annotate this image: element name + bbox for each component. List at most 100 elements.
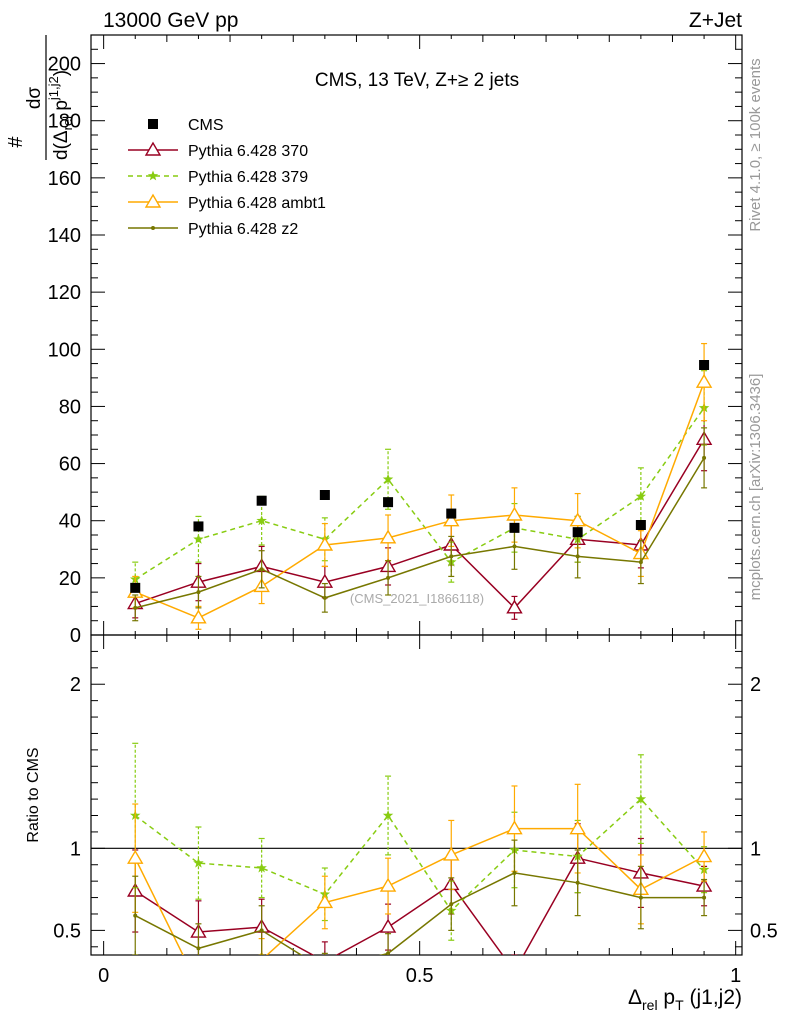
ratio-pythia-6-428-z2-line [134, 872, 705, 955]
y-tick-label: 120 [48, 282, 81, 304]
y-tick-label: 60 [59, 454, 81, 476]
ratio-pythia-6-428-z2-marker [512, 870, 517, 875]
x-tick-label: 1 [730, 965, 741, 987]
legend-pythia-6-428-379-label: Pythia 6.428 379 [188, 169, 308, 186]
series-pythia-6-428-z2-marker [449, 554, 454, 559]
series-pythia-6-428-370-marker [506, 599, 523, 614]
header-process-label: Z+Jet [689, 9, 742, 32]
series-pythia-6-428-ambt1-marker [316, 536, 334, 551]
legend-pythia-6-428-370-label: Pythia 6.428 370 [188, 143, 308, 160]
series-pythia-6-428-z2-marker [702, 455, 707, 460]
series-cms-marker [193, 521, 204, 532]
header-energy-label: 13000 GeV pp [103, 9, 238, 32]
ratio-pythia-6-428-379-marker [382, 810, 394, 820]
series-cms-marker [446, 508, 457, 519]
legend-cms-marker [148, 119, 158, 129]
series-pythia-6-428-ambt1-marker [443, 512, 460, 527]
ratio-pythia-6-428-z2-marker [323, 968, 327, 972]
ratio-pythia-6-428-z2-marker [702, 895, 707, 900]
series-cms-marker [509, 522, 520, 533]
ratio-y-tick-label-right: 1 [750, 838, 761, 860]
series-cms-marker [130, 582, 141, 593]
legend: CMS Pythia 6.428 370 Pythia 6.428 379 Pythi… [128, 117, 326, 238]
series-pythia-6-428-z2-marker [196, 590, 201, 595]
ratio-pythia-6-428-ambt1-marker [506, 820, 523, 835]
series-pythia-6-428-ambt1-marker [506, 506, 523, 521]
ratio-pythia-6-428-ambt1-marker [379, 877, 397, 892]
mcplots-label: mcplots.cern.ch [arXiv:1306.3436] [747, 374, 764, 601]
series-pythia-6-428-z2-marker [259, 567, 264, 572]
x-tick-label: 0.5 [406, 965, 434, 987]
ratio-plot-frame [90, 634, 743, 956]
rivet-version-label: Rivet 4.1.0, ≥ 100k events [747, 58, 764, 231]
series-pythia-6-428-z2-marker [322, 595, 327, 600]
series-cms-marker [699, 360, 710, 370]
y-tick-label: 40 [59, 511, 81, 533]
series-pythia-6-428-379-marker [193, 533, 204, 544]
series-pythia-6-428-ambt1-line [134, 381, 705, 619]
series-pythia-6-428-379-marker [635, 490, 647, 501]
ratio-pythia-6-428-ambt1-line [134, 827, 705, 955]
series-pythia-6-428-z2-marker [512, 544, 517, 549]
y-tick-label: 140 [48, 225, 81, 247]
series-pythia-6-428-379-marker [256, 515, 267, 526]
y-tick-label: 160 [48, 168, 81, 190]
series-pythia-6-428-z2-marker [638, 560, 643, 565]
main-series-group [127, 342, 713, 630]
ratio-pythia-6-428-z2-marker [133, 913, 138, 918]
series-pythia-6-428-ambt1-marker [190, 609, 207, 624]
series-cms-marker [572, 527, 583, 538]
y-label-denominator: d(Δrel pj1,j2) [46, 70, 75, 160]
y-label-hash: # [5, 136, 27, 148]
ratio-pythia-6-428-z2-marker [259, 928, 264, 933]
series-pythia-6-428-ambt1-marker [569, 512, 586, 527]
series-pythia-6-428-z2-marker [575, 554, 580, 559]
series-pythia-6-428-ambt1-marker [379, 529, 397, 544]
ratio-y-tick-label: 2 [70, 674, 81, 696]
series-pythia-6-428-370-line [134, 438, 705, 609]
ratio-pythia-6-428-379-marker [256, 862, 267, 873]
ratio-y-tick-label: 0.5 [53, 920, 81, 942]
ratio-pythia-6-428-z2-marker [386, 951, 391, 955]
ratio-pythia-6-428-ambt1-marker [316, 894, 334, 909]
ratio-pythia-6-428-370-marker [379, 918, 397, 933]
axis-ticks: 0 0.5 1 0 20 40 60 80 100 120 140 160 180 200 0.5 0.5 1 1… [48, 34, 778, 987]
analysis-watermark: (CMS_2021_I1866118) [350, 591, 484, 606]
ratio-series-group [127, 742, 713, 991]
y-axis-label: # dσ d(Δrel pj1,j2) [5, 35, 75, 160]
ratio-pythia-6-428-ambt1-marker [127, 849, 144, 864]
x-tick-label: 0 [98, 965, 109, 987]
series-cms-marker [635, 520, 646, 530]
y-tick-label: 200 [48, 54, 81, 76]
y-tick-label: 0 [70, 625, 81, 647]
ratio-pythia-6-428-370-line [134, 857, 705, 955]
series-cms-marker [319, 490, 330, 500]
ratio-y-tick-label: 1 [70, 838, 81, 860]
series-pythia-6-428-z2-marker [386, 575, 391, 580]
series-cms-marker [256, 495, 267, 506]
ratio-pythia-6-428-379-marker [193, 857, 204, 868]
y-tick-label: 180 [48, 111, 81, 133]
legend-pythia-6-428-ambt1-label: Pythia 6.428 ambt1 [188, 195, 326, 212]
ratio-pythia-6-428-ambt1-marker [695, 848, 713, 863]
y-tick-label: 80 [59, 396, 81, 418]
legend-pythia-6-428-z2-marker [151, 226, 155, 230]
ratio-pythia-6-428-370-marker [507, 964, 521, 976]
ratio-pythia-6-428-ambt1-marker [191, 979, 205, 991]
y-tick-label: 100 [48, 339, 81, 361]
series-pythia-6-428-ambt1-marker [695, 373, 713, 388]
series-cms-marker [383, 497, 394, 508]
series-pythia-6-428-z2-marker [133, 605, 138, 610]
legend-pythia-6-428-z2-label: Pythia 6.428 z2 [188, 221, 298, 238]
series-pythia-6-428-z2-line [135, 457, 705, 609]
legend-pythia-6-428-370-marker [144, 141, 162, 156]
ratio-pythia-6-428-379-line [134, 798, 705, 912]
ratio-pythia-6-428-370-marker [323, 953, 326, 955]
ratio-pythia-6-428-z2-marker [575, 880, 580, 885]
series-pythia-6-428-379-line [134, 407, 705, 580]
ratio-y-tick-label-right: 2 [750, 674, 761, 696]
plot-title: CMS, 13 TeV, Z+≥ 2 jets [315, 70, 519, 91]
ratio-pythia-6-428-ambt1-marker [569, 820, 586, 835]
ratio-pythia-6-428-379-marker [635, 793, 647, 804]
